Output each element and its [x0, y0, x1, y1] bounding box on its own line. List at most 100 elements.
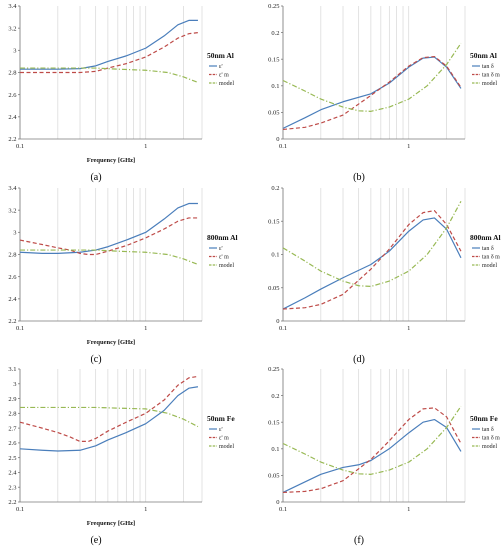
y-tick-label: 2.8 [8, 411, 16, 418]
legend-label: tan δ [482, 64, 494, 70]
series-line-measured [282, 217, 462, 310]
y-tick-label: 0.25 [268, 366, 279, 373]
y-tick-label: 0.15 [268, 56, 279, 63]
legend-label: ε' m [219, 73, 229, 79]
legend-label: model [482, 81, 497, 87]
y-tick-label: 2.4 [8, 470, 17, 477]
y-tick-label: 0.25 [268, 3, 279, 10]
y-tick-label: 2.4 [8, 114, 17, 121]
x-tick-label: 1 [407, 143, 410, 150]
y-tick-label: 3 [13, 48, 16, 55]
x-tick-label: 1 [144, 325, 147, 332]
series-line-measured [282, 418, 462, 493]
panel-caption: (e) [90, 535, 101, 546]
series-line-measured-m [282, 407, 462, 494]
chart-panel-e: 2.2 2.3 2.4 2.5 2.6 2.7 2.8 2.9 3 3.1 0.1 1 Frequenc… [8, 366, 235, 546]
y-tick-label: 2.3 [8, 484, 16, 491]
x-tick-label: 0.1 [16, 506, 24, 513]
legend-label: model [482, 263, 497, 269]
legend-label: ε' m [219, 255, 229, 261]
y-tick-label: 3.1 [8, 366, 16, 373]
x-tick-label: 1 [407, 325, 410, 332]
y-tick-label: 0 [276, 136, 279, 143]
legend-label: ε' [219, 246, 223, 252]
y-tick-label: 0.15 [268, 419, 279, 426]
series-line-model [282, 42, 462, 112]
x-axis-label: Frequency [GHz] [87, 339, 135, 346]
series-line-measured-m [282, 55, 462, 131]
legend-label: ε' m [219, 436, 229, 442]
chart-panel-a: 2.2 2.4 2.6 2.8 3 3.2 3.4 0.1 1 Frequency [GHz] 50… [8, 3, 234, 183]
legend-label: ε' [219, 64, 223, 70]
y-tick-label: 3.4 [8, 3, 17, 10]
y-tick-label: 2.2 [8, 499, 16, 506]
y-tick-label: 0.05 [268, 285, 279, 292]
legend-label: tan δ m [482, 73, 500, 79]
y-tick-label: 0.1 [271, 83, 279, 90]
legend-label: ε' [219, 427, 223, 433]
y-tick-label: 0.05 [268, 473, 279, 480]
y-tick-label: 0 [276, 499, 279, 506]
x-axis-label: Frequency [GHz] [87, 520, 135, 527]
y-tick-label: 2.6 [8, 440, 17, 447]
series-line-model [20, 249, 199, 266]
series-line-measured [20, 19, 198, 70]
x-tick-label: 0.1 [16, 143, 24, 150]
series-line-measured [19, 386, 199, 452]
y-tick-label: 2.2 [8, 136, 16, 143]
legend-label: model [219, 263, 234, 269]
legend-label: model [482, 444, 497, 450]
y-tick-label: 2.4 [8, 296, 17, 303]
series-line-model [20, 406, 199, 428]
series-line-measured-m [19, 217, 198, 256]
series-line-model [282, 405, 462, 475]
y-tick-label: 0.05 [268, 110, 279, 117]
y-tick-label: 3.2 [8, 25, 16, 32]
legend-label: model [219, 444, 234, 450]
legend-label: tan δ m [482, 255, 500, 261]
y-tick-label: 2.5 [8, 455, 16, 462]
x-tick-label: 0.1 [279, 143, 287, 150]
y-tick-label: 3 [13, 230, 16, 237]
sample-label: 800nm Al [207, 233, 238, 242]
panel-caption: (f) [354, 535, 364, 546]
y-tick-label: 0 [276, 318, 279, 325]
panel-caption: (c) [90, 354, 101, 365]
y-tick-label: 2.9 [8, 396, 16, 403]
x-tick-label: 0.1 [16, 325, 24, 332]
chart-panel-c: 2.2 2.4 2.6 2.8 3 3.2 3.4 0.1 1 Frequency [GHz] 80… [8, 185, 237, 365]
x-tick-label: 0.1 [279, 506, 287, 513]
series-line-measured-m [20, 32, 199, 74]
x-tick-label: 0.1 [279, 325, 287, 332]
sample-label: 50nm Al [470, 51, 497, 60]
legend-label: model [219, 81, 234, 87]
legend-label: tan δ [482, 246, 494, 252]
series-line-measured-m [19, 375, 199, 443]
sample-label: 50nm Fe [470, 414, 498, 423]
y-tick-label: 0.2 [271, 185, 279, 192]
sample-label: 50nm Fe [207, 414, 235, 423]
panel-caption: (b) [353, 172, 365, 183]
y-tick-label: 3.2 [8, 207, 16, 214]
series-line-model [282, 201, 462, 288]
x-tick-label: 1 [144, 143, 147, 150]
y-tick-label: 2.2 [8, 318, 16, 325]
y-tick-label: 0.1 [271, 252, 279, 259]
x-axis-label: Frequency [GHz] [87, 157, 135, 164]
sample-label: 800nm Al [470, 233, 501, 242]
chart-panel-b: 0 0.05 0.1 0.15 0.2 0.25 0.1 1 50nm Al tan δ tan δ… [268, 3, 500, 183]
y-tick-label: 0.2 [271, 393, 279, 400]
legend-label: tan δ m [482, 436, 500, 442]
x-tick-label: 1 [407, 506, 410, 513]
y-tick-label: 2.6 [8, 92, 17, 99]
series-line-measured [19, 202, 198, 254]
panel-caption: (a) [90, 172, 101, 183]
chart-panel-f: 0 0.05 0.1 0.15 0.2 0.25 0.1 1 50nm Fe tan δ tan δ… [268, 366, 500, 546]
y-tick-label: 0.1 [271, 446, 279, 453]
y-tick-label: 3 [13, 381, 16, 388]
series-line-measured-m [282, 210, 462, 310]
y-tick-label: 2.6 [8, 274, 17, 281]
series-line-model [20, 67, 199, 84]
y-tick-label: 3.4 [8, 185, 17, 192]
